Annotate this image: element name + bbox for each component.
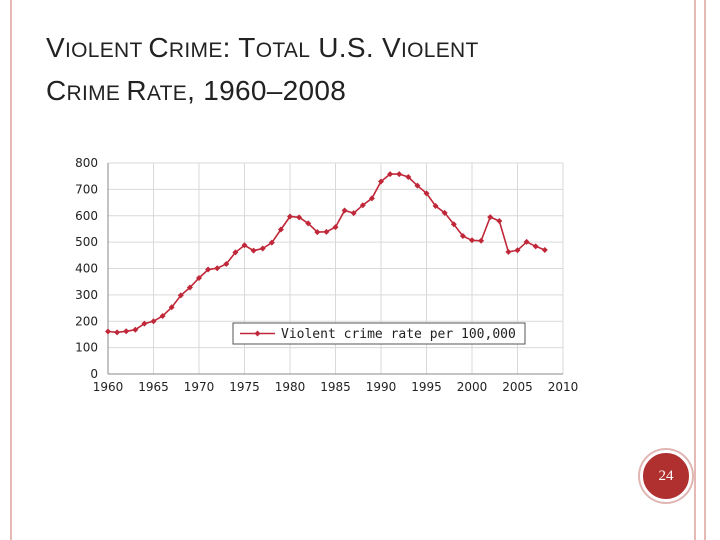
title-text: U.S. [310, 32, 383, 63]
right-border-line-2 [704, 0, 706, 540]
data-point [523, 238, 530, 245]
data-point [186, 284, 193, 291]
legend-box [232, 322, 526, 345]
title-text: ATE [146, 82, 188, 105]
data-point [223, 261, 230, 268]
y-tick-label: 400 [75, 262, 98, 276]
data-point [469, 237, 475, 244]
data-point [150, 318, 157, 325]
title-text: V [46, 32, 65, 63]
y-tick-label: 300 [75, 288, 98, 302]
x-tick-label: 2000 [457, 380, 488, 394]
title-text: OTAL [255, 39, 311, 62]
title-text: RIME [168, 39, 223, 62]
y-tick-label: 100 [75, 341, 98, 355]
data-point [132, 326, 139, 333]
x-tick-label: 1965 [138, 380, 169, 394]
x-tick-label: 2005 [502, 380, 533, 394]
data-point [241, 242, 248, 249]
data-point [268, 239, 275, 246]
legend-marker [254, 330, 261, 337]
title-text: C [148, 32, 169, 63]
title-text: T [238, 32, 256, 63]
data-point [478, 237, 485, 244]
data-point [441, 209, 448, 216]
data-point [541, 247, 548, 254]
x-tick-label: 1985 [320, 380, 351, 394]
right-border-line-1 [694, 0, 696, 540]
data-point [387, 171, 394, 178]
data-point [487, 214, 494, 221]
data-point [459, 233, 466, 240]
x-tick-label: 1990 [366, 380, 397, 394]
title-text: IOLENT [401, 39, 479, 62]
slide-title: VIOLENT CRIME: TOTAL U.S. VIOLENT CRIME … [46, 28, 666, 114]
data-point [314, 229, 321, 236]
data-point [405, 173, 412, 180]
data-point [250, 247, 257, 254]
data-point [214, 265, 221, 272]
data-point [259, 245, 266, 252]
x-tick-label: 1970 [184, 380, 215, 394]
x-tick-label: 2010 [548, 380, 579, 394]
y-tick-label: 800 [75, 156, 98, 170]
y-tick-label: 600 [75, 209, 98, 223]
y-tick-label: 200 [75, 314, 98, 328]
data-point [532, 243, 539, 250]
data-point [159, 312, 166, 319]
title-text: IOLENT [64, 39, 149, 62]
data-point [123, 328, 130, 335]
data-point [296, 214, 303, 221]
x-tick-label: 1995 [411, 380, 442, 394]
page-number: 24 [658, 467, 674, 484]
data-point [432, 202, 439, 209]
x-tick-label: 1960 [93, 380, 124, 394]
title-text: RIME [66, 82, 127, 105]
y-tick-label: 0 [90, 367, 98, 381]
data-point [414, 182, 421, 189]
left-border-line [10, 0, 12, 540]
data-point [350, 210, 357, 217]
legend-label: Violent crime rate per 100,000 [281, 327, 516, 342]
data-point [205, 266, 212, 273]
data-point [277, 226, 284, 233]
data-point [514, 247, 521, 254]
slide-title-line-2: CRIME RATE, 1960–2008 [46, 71, 666, 114]
data-point [177, 292, 184, 299]
title-text: C [46, 75, 67, 106]
data-point [368, 195, 375, 202]
data-point [505, 248, 512, 255]
data-point [332, 224, 339, 231]
data-point [359, 202, 366, 209]
data-point [396, 171, 403, 178]
data-point [450, 221, 457, 228]
data-point [496, 218, 503, 225]
title-text: R [126, 75, 147, 106]
data-point [105, 328, 111, 335]
page-number-badge: 24 [640, 450, 692, 502]
y-tick-label: 700 [75, 182, 98, 196]
data-point [378, 178, 384, 185]
data-point [168, 304, 175, 311]
x-tick-label: 1975 [229, 380, 260, 394]
data-point [423, 190, 430, 197]
data-point [114, 329, 121, 336]
title-text: V [382, 32, 401, 63]
title-text: : [222, 32, 239, 63]
data-point [305, 220, 312, 227]
data-point [196, 274, 202, 281]
data-point [141, 320, 148, 327]
x-tick-label: 1980 [275, 380, 306, 394]
y-tick-label: 500 [75, 235, 98, 249]
data-point [323, 228, 330, 235]
slide-title-line-1: VIOLENT CRIME: TOTAL U.S. VIOLENT [46, 28, 666, 71]
violent-crime-line-chart: 0 100 200 300 400 500 600 700 800 1960 1965 1970 197… [75, 156, 579, 394]
data-point [232, 249, 239, 256]
data-point [341, 207, 348, 214]
title-text: , 1960–2008 [187, 75, 347, 106]
data-point [287, 213, 293, 220]
